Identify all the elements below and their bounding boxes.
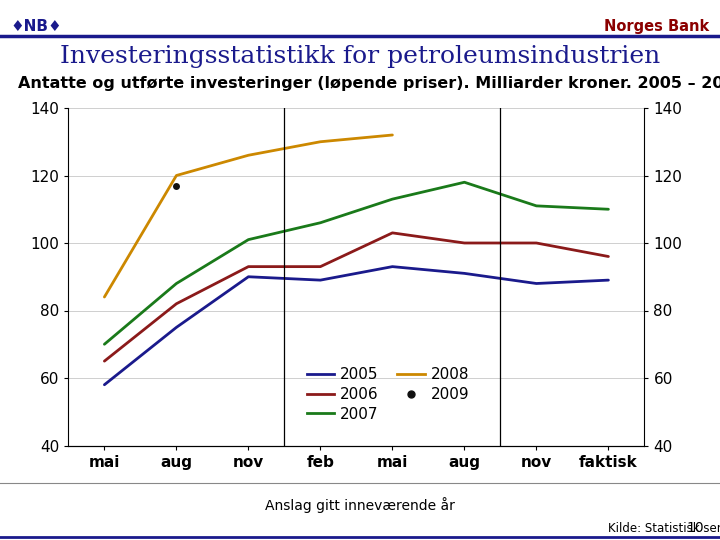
Text: Antatte og utførte investeringer (løpende priser). Milliarder kroner. 2005 – 200: Antatte og utførte investeringer (løpend…	[18, 76, 720, 91]
Text: 10: 10	[687, 521, 704, 535]
Text: Norges Bank: Norges Bank	[604, 19, 709, 34]
Text: Investeringsstatistikk for petroleumsindustrien: Investeringsstatistikk for petroleumsind…	[60, 45, 660, 68]
Text: Anslag gitt inneværende år: Anslag gitt inneværende år	[265, 497, 455, 513]
Text: Kilde: Statistisk sentralbyrå: Kilde: Statistisk sentralbyrå	[608, 521, 720, 535]
Legend: 2005, 2006, 2007, 2008, 2009: 2005, 2006, 2007, 2008, 2009	[300, 361, 475, 428]
Text: ♦NB♦: ♦NB♦	[11, 19, 63, 34]
